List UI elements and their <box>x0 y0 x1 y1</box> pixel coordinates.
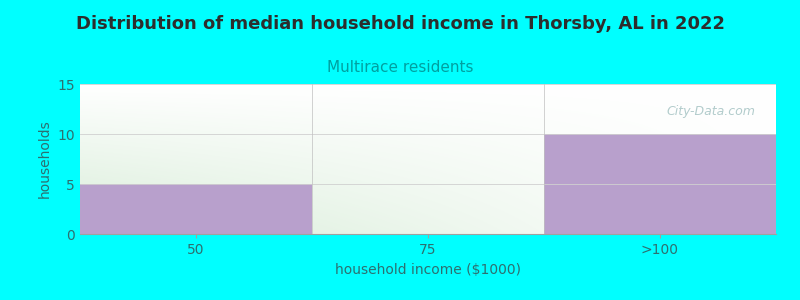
Text: Multirace residents: Multirace residents <box>326 60 474 75</box>
Y-axis label: households: households <box>38 120 52 198</box>
Bar <box>80 184 312 234</box>
X-axis label: household income ($1000): household income ($1000) <box>335 262 521 277</box>
Text: City-Data.com: City-Data.com <box>666 104 755 118</box>
Text: Distribution of median household income in Thorsby, AL in 2022: Distribution of median household income … <box>75 15 725 33</box>
Bar <box>544 134 776 234</box>
